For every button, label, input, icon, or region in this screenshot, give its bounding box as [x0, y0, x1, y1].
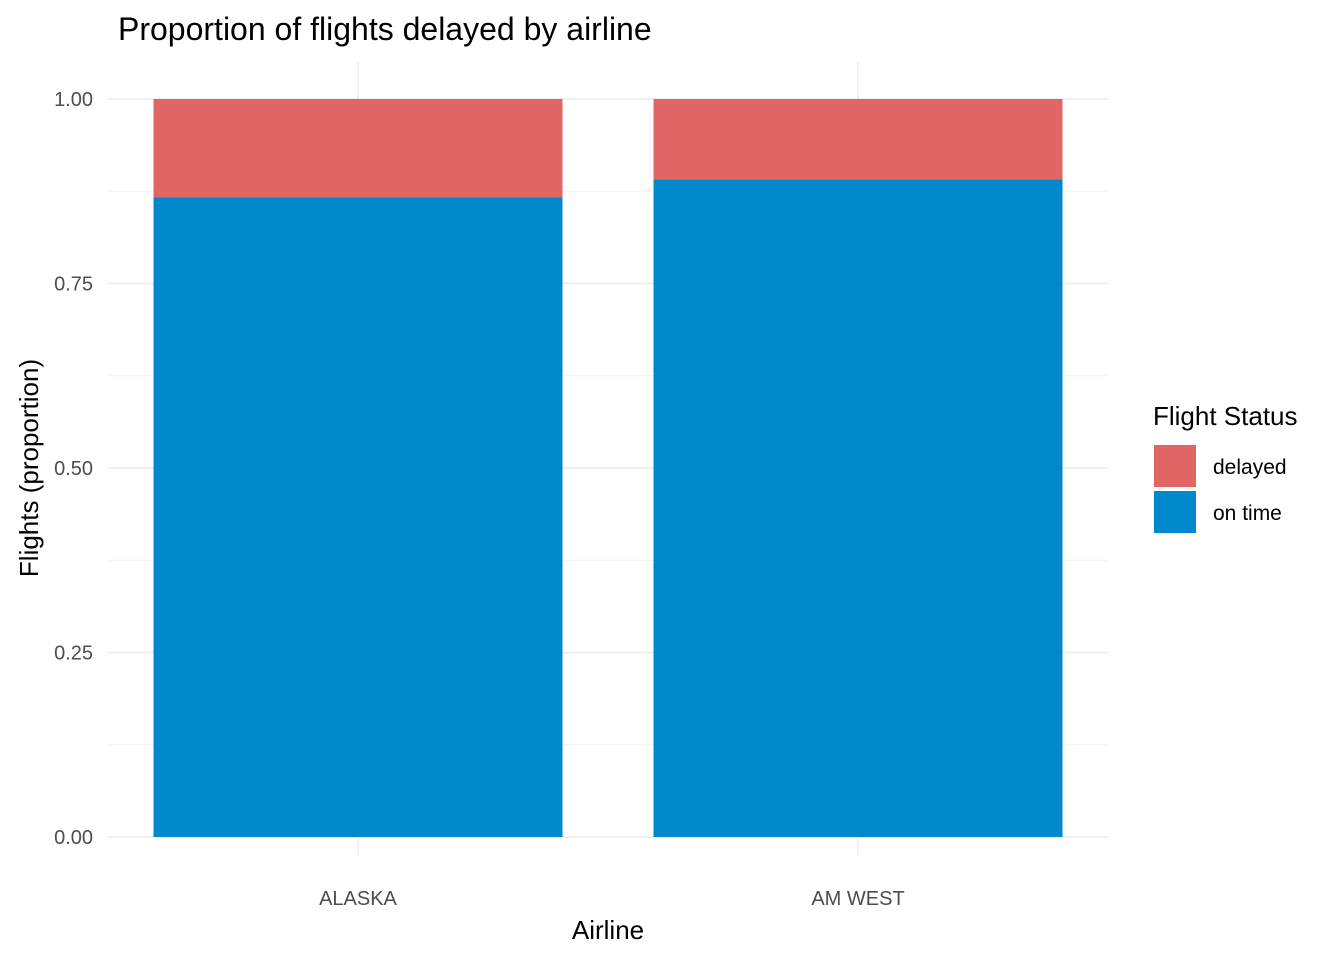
legend-label-on-time: on time [1213, 502, 1282, 525]
bars [153, 99, 1063, 838]
legend-key-delayed [1154, 445, 1196, 487]
chart-title: Proportion of flights delayed by airline [118, 11, 652, 47]
x-tick-label: ALASKA [319, 888, 397, 910]
legend-title: Flight Status [1153, 401, 1298, 431]
legend-label-delayed: delayed [1213, 456, 1287, 479]
x-axis-title: Airline [572, 915, 644, 945]
y-tick-label: 0.50 [54, 458, 93, 480]
y-tick-label: 1.00 [54, 89, 93, 111]
legend-items: delayed on time [1154, 445, 1287, 533]
bar-delayed-am-west [653, 99, 1063, 180]
legend-key-on-time [1154, 491, 1196, 533]
bar-delayed-alaska [153, 99, 563, 198]
x-axis-ticks: ALASKA AM WEST [319, 888, 905, 910]
bar-on-time-am-west [653, 179, 1063, 837]
bar-on-time-alaska [153, 197, 563, 838]
y-axis-ticks: 0.00 0.25 0.50 0.75 1.00 [54, 89, 93, 849]
y-axis-title: Flights (proportion) [14, 359, 44, 577]
y-tick-label: 0.25 [54, 643, 93, 665]
y-tick-label: 0.00 [54, 827, 93, 849]
legend: Flight Status delayed on time [1153, 401, 1298, 533]
y-tick-label: 0.75 [54, 274, 93, 296]
x-tick-label: AM WEST [811, 888, 904, 910]
